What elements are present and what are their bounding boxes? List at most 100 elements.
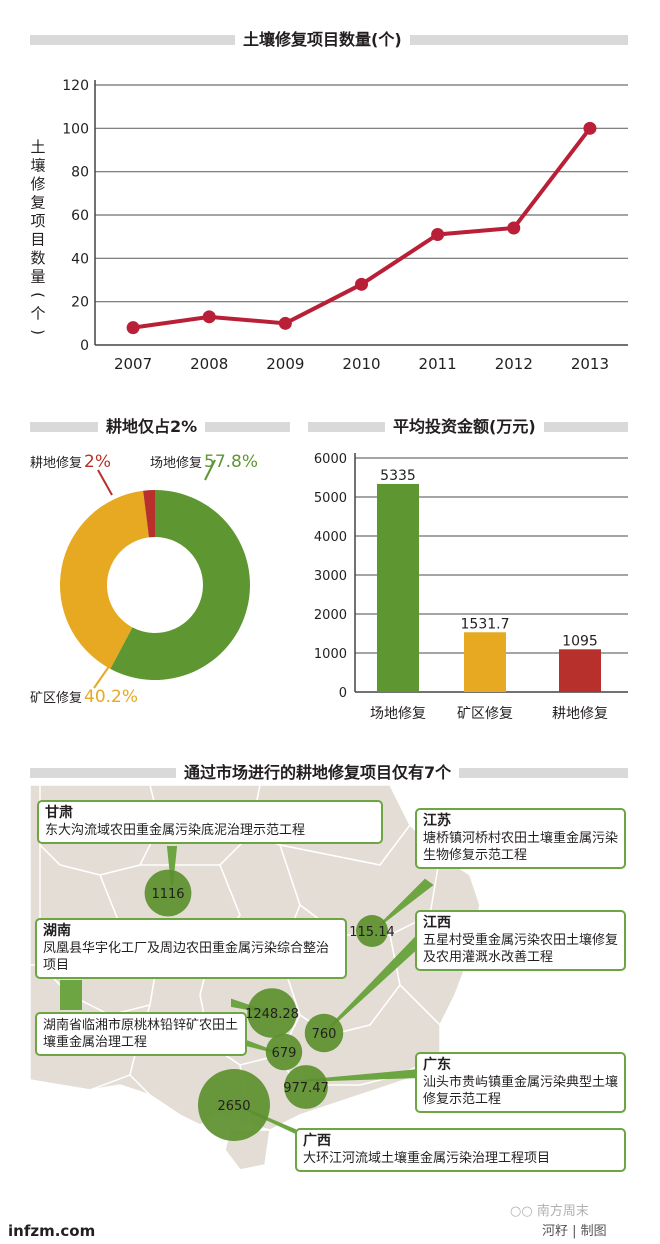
callout-guangdong-text: 汕头市贵屿镇重金属污染典型土壤修复示范工程 [423, 1075, 619, 1107]
bar [559, 649, 601, 692]
data-point [583, 121, 597, 135]
y-axis-title-char: 修 [30, 175, 45, 193]
watermark: ○○ 南方周末 [510, 1200, 589, 1219]
y-tick-label: 3000 [314, 569, 347, 584]
callout-guangdong: 广东 汕头市贵屿镇重金属污染典型土壤修复示范工程 [415, 1052, 626, 1113]
callout-guangxi: 广西 大环江河流域土壤重金属污染治理工程项目 [295, 1128, 626, 1172]
callout-hunan2: 湖南省临湘市原桃林铅锌矿农田土壤重金属治理工程 [35, 1012, 247, 1056]
callout-jiangxi: 江西 五星村受重金属污染农田土壤修复及农用灌溉水改善工程 [415, 910, 626, 971]
y-tick-label: 6000 [314, 452, 347, 467]
callout-hunan: 湖南 凤凰县华宇化工厂及周边农田重金属污染综合整治项目 [35, 918, 347, 979]
y-axis-title-char: 数 [30, 249, 45, 267]
watermark-text: 南方周末 [536, 1204, 589, 1219]
data-point [202, 310, 216, 324]
map-bubble [356, 915, 388, 947]
map-bubble [144, 869, 192, 917]
map-bubble-label: 679 [272, 1046, 297, 1061]
y-axis-title-char: ) [29, 329, 47, 335]
callout-jiangsu-title: 江苏 [423, 813, 451, 829]
y-axis-title-char: 复 [30, 194, 45, 212]
bar-chart: 0 1000 2000 3000 4000 5000 6000 5335 场地修复 1531.7 矿… [314, 452, 628, 722]
y-axis-title-char: 土 [30, 138, 45, 156]
x-tick-label: 耕地修复 [552, 705, 608, 722]
callout-hunan2-text: 湖南省临湘市原桃林铅锌矿农田土壤重金属治理工程 [43, 1018, 239, 1050]
pie-chart-title: 耕地仅占2% [98, 417, 206, 437]
map-bubble [265, 1033, 303, 1071]
callout-jiangsu: 江苏 塘桥镇河桥村农田土壤重金属污染生物修复示范工程 [415, 808, 626, 869]
donut-slice [110, 490, 250, 680]
map-bubble-label: 115.14 [349, 925, 395, 940]
y-axis-title-char: 壤 [30, 157, 45, 175]
callout-jiangxi-text: 五星村受重金属污染农田土壤修复及农用灌溉水改善工程 [423, 933, 619, 965]
donut-label-name: 耕地修复 [30, 455, 82, 471]
y-tick-label: 4000 [314, 530, 347, 545]
x-tick-label: 矿区修复 [457, 705, 513, 722]
y-tick-label: 2000 [314, 608, 347, 623]
callout-guangdong-title: 广东 [423, 1057, 451, 1073]
data-point [507, 221, 521, 235]
y-tick-label: 100 [62, 121, 89, 137]
donut-leader-line [97, 469, 113, 496]
y-tick-label: 1000 [314, 647, 347, 662]
map-bubble [284, 1065, 328, 1109]
donut-leader-line [93, 664, 111, 689]
y-axis-title-char: 目 [30, 231, 45, 249]
map-bubble-label: 760 [312, 1027, 337, 1042]
bar-chart-title: 平均投资金额(万元) [385, 417, 544, 437]
credit-label: 河籽 | 制图 [542, 1224, 607, 1239]
bar-value-label: 5335 [380, 468, 416, 484]
map-bubble-label: 1116 [151, 887, 184, 902]
y-tick-label: 20 [71, 295, 89, 311]
source-label: infzm.com [8, 1222, 96, 1240]
callout-jiangxi-title: 江西 [423, 915, 451, 931]
y-axis-title-char: 个 [30, 305, 45, 323]
y-tick-label: 120 [62, 78, 89, 94]
map-bubble-label: 977.47 [283, 1081, 329, 1096]
donut-label-name: 矿区修复 [30, 691, 82, 706]
map-bubble-label: 1248.28 [245, 1007, 299, 1022]
callout-hunan-text: 凤凰县华宇化工厂及周边农田重金属污染综合整治项目 [43, 941, 330, 973]
x-tick-label: 2008 [190, 355, 228, 373]
callout-guangxi-title: 广西 [303, 1133, 331, 1149]
line-chart: 0 20 40 60 80 100 120 2007 2008 2009 2010 2011 2012 2… [29, 78, 628, 373]
data-point [126, 321, 140, 335]
y-tick-label: 80 [71, 165, 89, 181]
donut-label-pct: 2% [84, 452, 111, 472]
y-tick-label: 5000 [314, 491, 347, 506]
map-bubble [198, 1069, 270, 1141]
wechat-icon: ○○ [510, 1204, 533, 1219]
bubbles: 1116 115.14 1248.28 760 679 977.47 2650 [144, 869, 395, 1141]
donut-chart: 场地修复 57.8% 耕地修复 2% 矿区修复 40.2% [30, 452, 258, 707]
data-point [431, 228, 445, 241]
x-tick-label: 场地修复 [370, 705, 426, 722]
donut-label: 场地修复 57.8% [150, 452, 258, 472]
callout-gansu-title: 甘肃 [45, 805, 73, 821]
donut-label-name: 场地修复 [150, 456, 202, 471]
x-tick-label: 2007 [114, 355, 152, 373]
x-tick-label: 2012 [495, 355, 533, 373]
bar-value-label: 1531.7 [461, 616, 510, 632]
y-axis-title-char: 量 [30, 268, 45, 286]
donut-leader-line [204, 459, 216, 481]
y-tick-label: 0 [80, 338, 89, 354]
series-line [132, 127, 592, 330]
y-tick-label: 40 [71, 251, 89, 267]
x-tick-label: 2011 [419, 355, 457, 373]
y-axis-title: 土壤修复项目数量 (个) [29, 138, 47, 335]
data-point [355, 277, 368, 291]
bar [464, 632, 506, 692]
callout-jiangsu-text: 塘桥镇河桥村农田土壤重金属污染生物修复示范工程 [423, 831, 619, 863]
y-tick-label: 0 [339, 686, 347, 701]
map-bubble [247, 988, 297, 1038]
donut-slice [143, 490, 155, 538]
data-point [278, 316, 292, 330]
donut-slice [59, 490, 149, 669]
map-bubble [304, 1013, 344, 1053]
x-tick-label: 2009 [266, 355, 304, 373]
line-chart-title: 土壤修复项目数量(个) [235, 30, 410, 50]
callout-guangxi-text: 大环江河流域土壤重金属污染治理工程项目 [303, 1151, 551, 1166]
donut-label: 矿区修复 40.2% [30, 687, 138, 707]
x-tick-label: 2013 [571, 355, 609, 373]
map-title: 通过市场进行的耕地修复项目仅有7个 [176, 763, 460, 783]
y-tick-label: 60 [71, 208, 89, 224]
